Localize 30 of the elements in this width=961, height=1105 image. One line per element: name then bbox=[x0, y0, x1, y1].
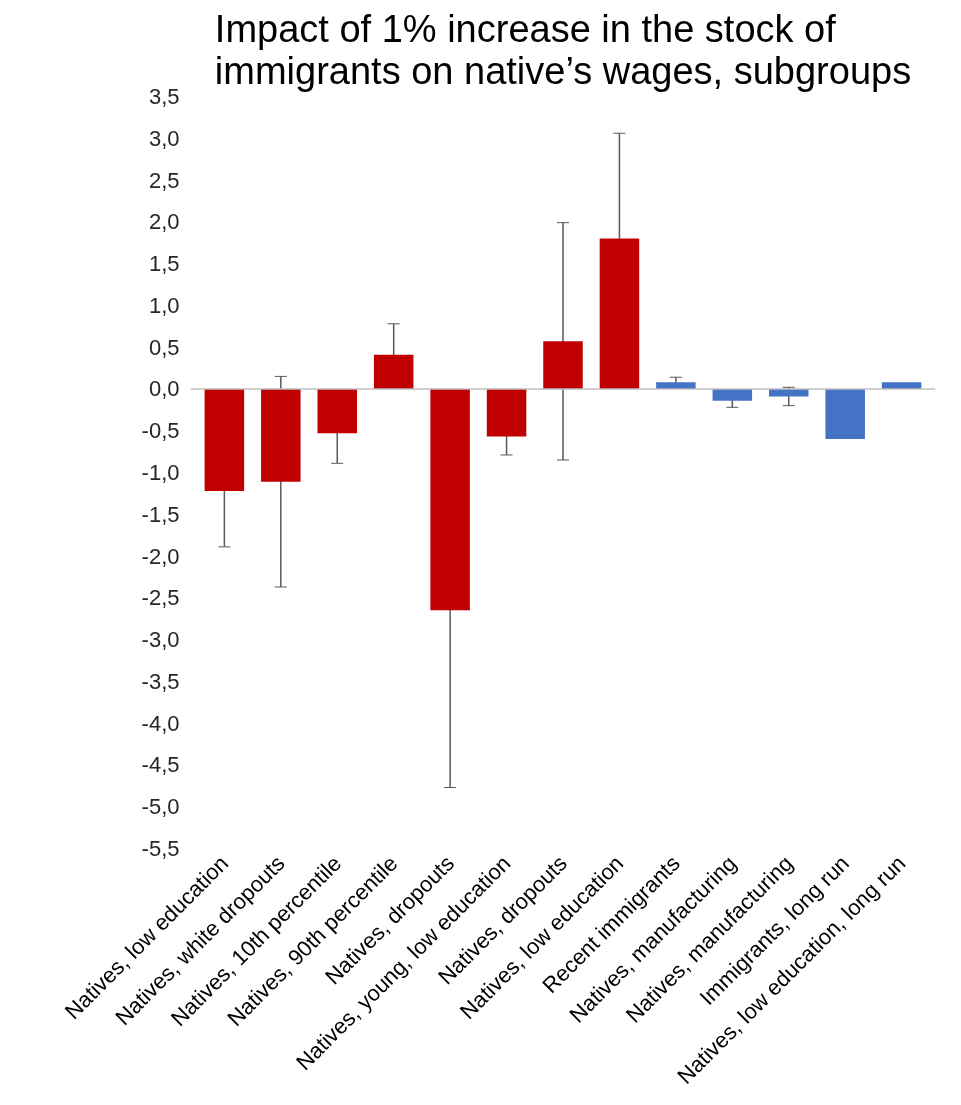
y-tick-label: -4,5 bbox=[141, 752, 180, 778]
bar bbox=[261, 388, 301, 482]
bar bbox=[599, 238, 640, 389]
chart-title: Impact of 1% increase in the stock of immigrants on native’s wages, subgroups bbox=[214, 7, 912, 92]
bar bbox=[712, 388, 753, 401]
y-tick-label: 0,0 bbox=[148, 376, 180, 402]
y-tick-label: -5,0 bbox=[141, 794, 180, 820]
y-tick-label: -4,0 bbox=[141, 710, 180, 736]
y-tick-label: -3,5 bbox=[141, 668, 180, 694]
bar bbox=[543, 341, 583, 389]
bar bbox=[204, 388, 245, 491]
bar bbox=[373, 354, 414, 389]
y-tick-label: 1,5 bbox=[148, 251, 180, 277]
bar bbox=[430, 388, 470, 611]
y-tick-label: -1,0 bbox=[141, 460, 180, 485]
y-tick-label: 1,0 bbox=[148, 292, 180, 318]
bar bbox=[486, 388, 527, 437]
y-tick-label: -2,0 bbox=[141, 543, 180, 569]
y-tick-label: -0,5 bbox=[141, 418, 180, 444]
y-tick-label: 0,5 bbox=[148, 334, 180, 360]
y-tick-label: 2,5 bbox=[148, 167, 180, 193]
y-tick-label: -2,5 bbox=[141, 585, 180, 611]
y-tick-label: -1,5 bbox=[141, 501, 180, 527]
y-tick-label: -3,0 bbox=[141, 627, 180, 653]
bar bbox=[317, 388, 357, 434]
y-tick-label: -5,5 bbox=[141, 836, 180, 861]
y-tick-label: 3,0 bbox=[148, 125, 180, 151]
bar bbox=[825, 388, 865, 440]
y-tick-label: 2,0 bbox=[148, 209, 180, 235]
y-tick-label: 3,5 bbox=[148, 84, 180, 109]
